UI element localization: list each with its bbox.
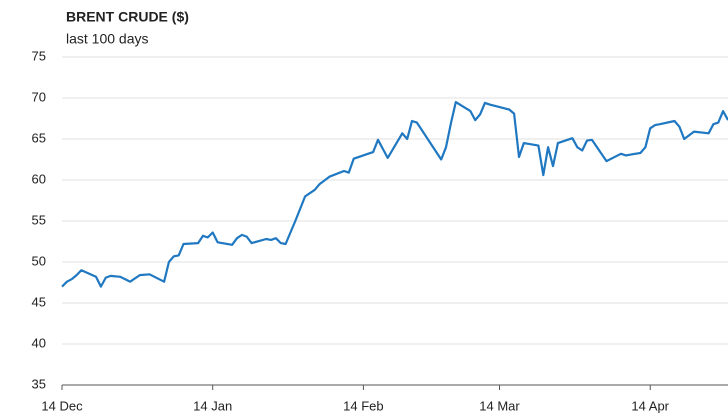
y-tick-label: 60	[32, 171, 46, 186]
x-tick-label: 14 Dec	[41, 398, 83, 413]
y-tick-label: 70	[32, 89, 46, 104]
y-tick-label: 50	[32, 253, 46, 268]
x-tick-label: 14 Apr	[631, 398, 669, 413]
x-tick-label: 14 Mar	[479, 398, 520, 413]
chart-subtitle: last 100 days	[66, 31, 149, 47]
chart-title: BRENT CRUDE ($)	[66, 9, 189, 25]
y-tick-label: 40	[32, 335, 46, 350]
y-tick-label: 45	[32, 294, 46, 309]
x-tick-label: 14 Feb	[343, 398, 383, 413]
y-tick-label: 65	[32, 130, 46, 145]
data-line	[61, 101, 728, 288]
x-tick-label: 14 Jan	[193, 398, 232, 413]
y-tick-label: 35	[32, 376, 46, 391]
y-tick-label: 75	[32, 48, 46, 63]
y-tick-label: 55	[32, 212, 46, 227]
